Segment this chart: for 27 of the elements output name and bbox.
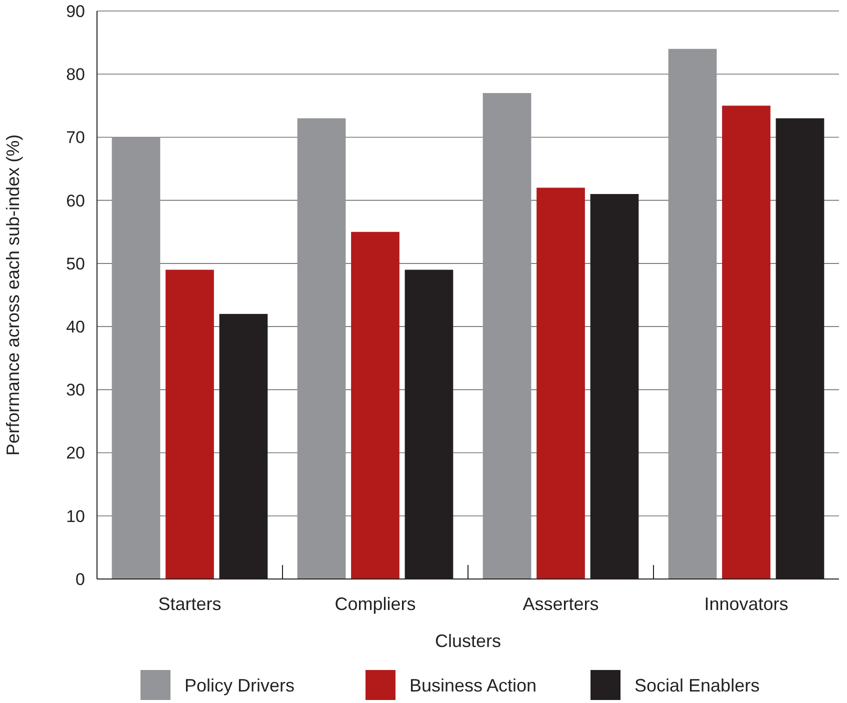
y-tick-label: 70 <box>66 128 85 148</box>
y-tick-label: 0 <box>76 570 85 589</box>
bar <box>536 188 585 579</box>
x-tick-label: Innovators <box>704 594 788 614</box>
x-tick-label: Starters <box>158 594 222 614</box>
bar <box>668 48 717 579</box>
y-tick-label: 20 <box>66 444 85 463</box>
x-tick-label: Compliers <box>334 594 416 614</box>
bar <box>166 270 214 579</box>
x-tick-label: Asserters <box>522 594 599 614</box>
bar <box>297 118 346 579</box>
legend-label: Policy Drivers <box>184 675 295 696</box>
legend-label: Business Action <box>410 675 537 696</box>
x-axis-title: Clusters <box>434 631 502 651</box>
y-tick-label: 90 <box>66 2 85 21</box>
y-tick-label: 10 <box>66 506 85 526</box>
y-tick-label: 80 <box>66 65 85 84</box>
y-tick-label: 40 <box>66 318 85 337</box>
y-tick-label: 50 <box>66 254 85 274</box>
legend-label: Social Enablers <box>634 675 760 696</box>
bar <box>112 137 160 579</box>
bar <box>351 232 400 579</box>
y-tick-label: 60 <box>66 191 85 210</box>
y-tick-label: 30 <box>66 380 85 400</box>
y-axis-title: Performance across each sub-index (%) <box>3 134 23 456</box>
bar <box>482 93 532 579</box>
bar <box>722 106 770 579</box>
